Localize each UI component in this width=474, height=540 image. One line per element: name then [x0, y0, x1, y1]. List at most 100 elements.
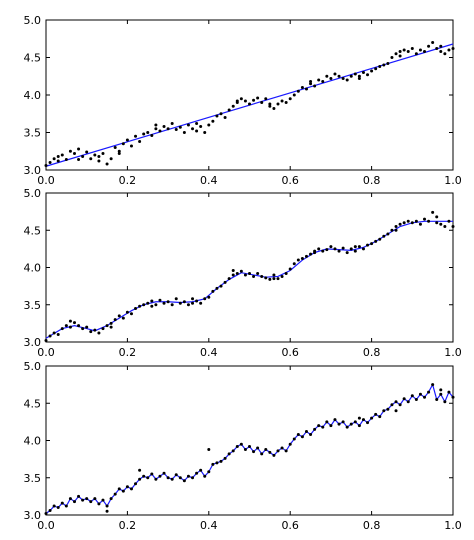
- data-point: [158, 129, 162, 133]
- data-point: [248, 444, 251, 448]
- data-point: [52, 504, 56, 508]
- data-point: [235, 99, 239, 103]
- data-point: [427, 44, 431, 48]
- data-point: [431, 41, 435, 44]
- data-point: [292, 437, 296, 441]
- data-point: [304, 254, 308, 258]
- x-tick-label: 1.0: [444, 519, 462, 532]
- data-point: [231, 104, 235, 108]
- data-point: [191, 297, 195, 301]
- data-point: [423, 217, 427, 221]
- data-point: [178, 301, 182, 305]
- data-point: [77, 158, 81, 161]
- data-point: [341, 246, 345, 250]
- data-point: [199, 125, 203, 128]
- data-point: [191, 301, 195, 305]
- data-point: [121, 316, 125, 320]
- data-point: [357, 74, 361, 78]
- y-tick-label: 3.0: [24, 164, 42, 177]
- data-point: [64, 158, 68, 161]
- data-point: [243, 447, 247, 451]
- data-point: [162, 301, 166, 305]
- data-point: [443, 52, 447, 56]
- data-point: [443, 400, 447, 404]
- data-point: [134, 134, 138, 138]
- data-point: [276, 277, 280, 281]
- data-point: [268, 277, 272, 281]
- data-point: [81, 498, 85, 502]
- data-point: [186, 123, 190, 127]
- x-tick-label: 0.8: [363, 519, 381, 532]
- y-tick-label: 3.0: [24, 509, 42, 522]
- data-point: [129, 312, 133, 316]
- data-point: [414, 398, 418, 402]
- data-point: [105, 509, 109, 513]
- data-point: [89, 157, 93, 161]
- data-point: [272, 453, 276, 457]
- data-point: [374, 239, 378, 243]
- data-point: [166, 127, 170, 131]
- data-point: [418, 222, 422, 226]
- data-point: [195, 299, 199, 303]
- data-point: [374, 412, 378, 416]
- data-point: [378, 237, 382, 241]
- data-point: [170, 477, 174, 481]
- data-point: [447, 219, 451, 223]
- x-tick-label: 0.6: [281, 346, 299, 359]
- data-point: [138, 140, 142, 143]
- data-point: [199, 468, 203, 472]
- data-point: [191, 476, 195, 480]
- y-tick-label: 4.0: [24, 89, 42, 102]
- data-point: [121, 142, 125, 146]
- data-point: [182, 131, 186, 134]
- data-point: [186, 474, 190, 478]
- x-tick-label: 0.4: [200, 174, 218, 187]
- data-point: [333, 418, 337, 422]
- data-point: [146, 476, 150, 480]
- y-tick-label: 4.0: [24, 262, 42, 275]
- data-point: [56, 155, 60, 158]
- data-point: [309, 433, 313, 437]
- data-point: [398, 54, 402, 58]
- data-point: [451, 395, 455, 399]
- data-point: [125, 485, 129, 489]
- data-point: [280, 274, 284, 278]
- data-point: [154, 303, 158, 307]
- data-point: [227, 277, 231, 281]
- data-point: [337, 249, 341, 253]
- data-point: [158, 298, 162, 302]
- data-point: [329, 77, 333, 80]
- data-point: [109, 321, 113, 325]
- data-point: [353, 420, 357, 424]
- data-point: [129, 144, 133, 148]
- data-point: [264, 447, 268, 451]
- data-point: [370, 416, 374, 420]
- data-point: [414, 52, 418, 56]
- data-point: [268, 450, 272, 454]
- data-point: [390, 56, 394, 59]
- data-point: [231, 268, 235, 272]
- data-point: [439, 50, 443, 53]
- data-point: [243, 273, 247, 277]
- data-point: [97, 502, 101, 506]
- data-point: [394, 409, 398, 413]
- data-point: [256, 446, 260, 450]
- data-point: [382, 234, 386, 238]
- data-point: [178, 476, 182, 480]
- data-point: [146, 131, 150, 134]
- data-point: [386, 232, 390, 236]
- chart-panel-3: 0.0 0.2 0.4 0.6 0.8 1.0 3.0 3.5 4.0 4.5 5.0: [24, 360, 462, 532]
- x-tick-label: 0.4: [200, 346, 218, 359]
- data-point: [166, 300, 170, 304]
- data-point: [134, 306, 138, 310]
- data-point: [68, 325, 72, 329]
- data-point: [195, 129, 199, 133]
- data-point: [337, 74, 341, 78]
- data-point: [296, 258, 300, 262]
- data-point: [219, 459, 223, 463]
- data-point: [64, 504, 68, 508]
- data-point: [68, 149, 72, 153]
- data-point: [174, 128, 178, 131]
- data-point: [418, 48, 422, 52]
- data-point: [105, 162, 109, 166]
